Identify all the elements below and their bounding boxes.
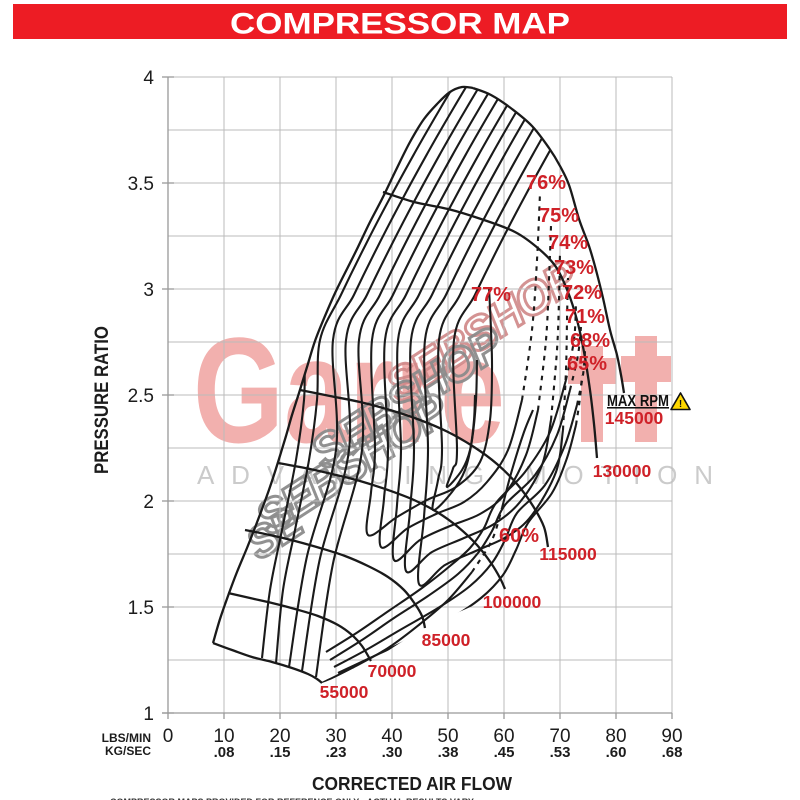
svg-text:74%: 74% (548, 232, 588, 254)
svg-text:50: 50 (437, 726, 458, 747)
svg-text:75%: 75% (539, 205, 579, 227)
svg-text:60%: 60% (499, 525, 539, 547)
svg-text:!: ! (679, 399, 682, 410)
svg-text:100000: 100000 (483, 592, 542, 612)
svg-text:130000: 130000 (593, 461, 652, 481)
svg-text:.08: .08 (214, 744, 235, 761)
svg-text:145000: 145000 (605, 408, 664, 428)
svg-text:.60: .60 (606, 744, 627, 761)
svg-text:115000: 115000 (539, 544, 597, 564)
svg-text:3: 3 (143, 280, 154, 301)
svg-text:.45: .45 (494, 744, 515, 761)
svg-text:77%: 77% (471, 284, 511, 306)
svg-text:LBS/MIN: LBS/MIN (102, 731, 151, 745)
svg-text:40: 40 (381, 726, 402, 747)
svg-text:.53: .53 (550, 744, 571, 761)
svg-text:80: 80 (605, 726, 626, 747)
svg-text:10: 10 (213, 726, 234, 747)
svg-text:65%: 65% (567, 353, 607, 375)
svg-text:71%: 71% (565, 306, 605, 328)
svg-text:PRESSURE RATIO: PRESSURE RATIO (92, 326, 113, 474)
svg-text:73%: 73% (554, 257, 594, 279)
svg-text:60: 60 (493, 726, 514, 747)
svg-text:3.5: 3.5 (128, 174, 154, 195)
svg-text:.23: .23 (326, 744, 347, 761)
svg-text:20: 20 (269, 726, 290, 747)
svg-text:.15: .15 (270, 744, 291, 761)
svg-text:68%: 68% (570, 330, 610, 352)
svg-text:MAX RPM: MAX RPM (607, 393, 669, 410)
svg-text:30: 30 (325, 726, 346, 747)
svg-text:.68: .68 (662, 744, 683, 761)
svg-text:72%: 72% (562, 282, 602, 304)
svg-text:70000: 70000 (368, 661, 417, 681)
svg-text:90: 90 (661, 726, 682, 747)
svg-text:.38: .38 (438, 744, 459, 761)
svg-text:KG/SEC: KG/SEC (105, 744, 151, 758)
svg-text:1: 1 (143, 704, 154, 725)
svg-text:2: 2 (143, 492, 154, 513)
svg-text:1.5: 1.5 (128, 598, 154, 619)
svg-text:55000: 55000 (320, 682, 369, 702)
svg-text:76%: 76% (526, 172, 566, 194)
svg-text:COMPRESSOR MAP: COMPRESSOR MAP (230, 8, 570, 41)
svg-text:70: 70 (549, 726, 570, 747)
svg-text:4: 4 (143, 68, 154, 89)
svg-text:0: 0 (163, 726, 174, 747)
svg-text:.30: .30 (382, 744, 403, 761)
svg-text:COMPRESSOR MAPS PROVIDED FOR R: COMPRESSOR MAPS PROVIDED FOR REFERENCE O… (110, 797, 474, 800)
svg-text:85000: 85000 (422, 630, 471, 650)
svg-text:CORRECTED AIR FLOW: CORRECTED AIR FLOW (312, 774, 512, 794)
svg-text:2.5: 2.5 (128, 386, 154, 407)
